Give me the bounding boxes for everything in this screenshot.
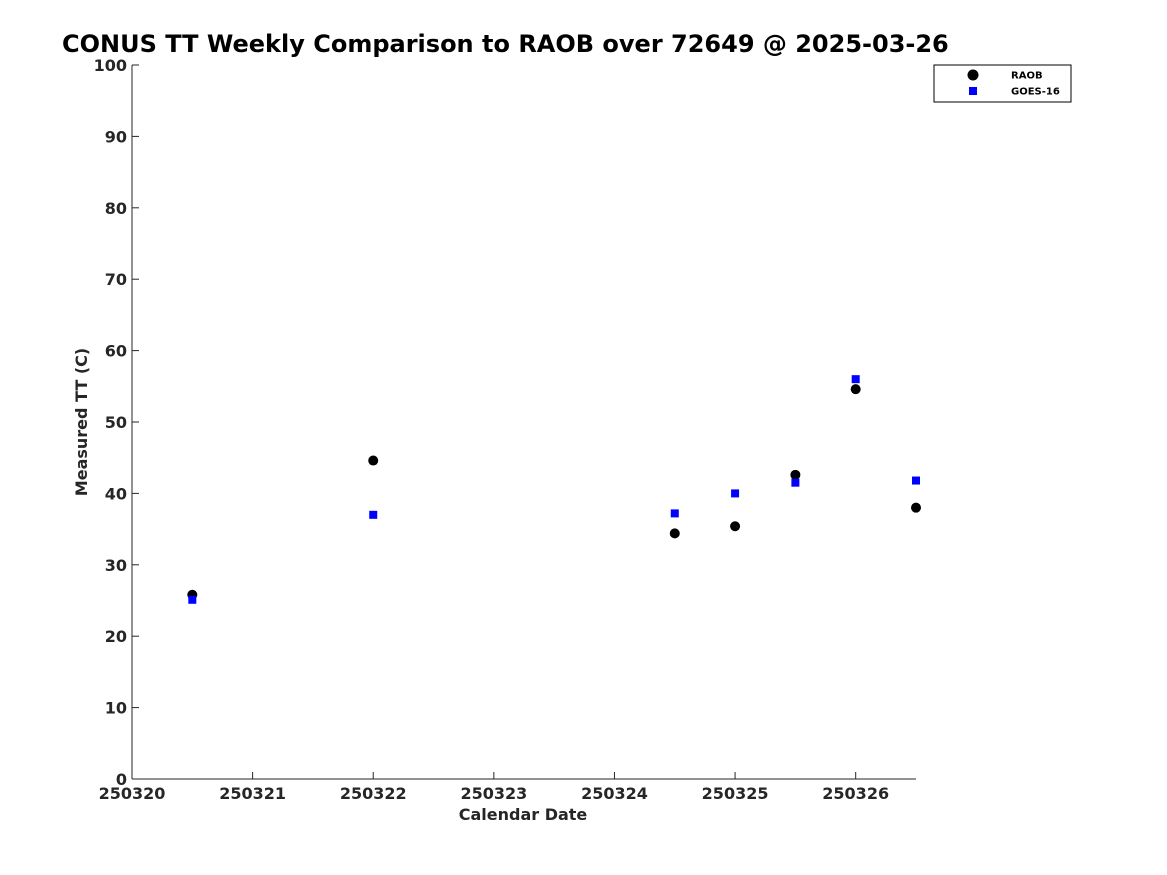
y-tick-label: 100 [94, 56, 127, 75]
raob-point [790, 469, 801, 480]
x-tick-label: 250326 [822, 784, 889, 803]
x-tick-label: 250320 [99, 784, 166, 803]
goes-16-point [851, 375, 860, 384]
raob-point [669, 528, 680, 539]
raob-point [368, 455, 379, 466]
raob-point [911, 502, 921, 513]
y-axis-label: Measured TT (C) [72, 348, 91, 496]
axes [131, 65, 916, 780]
y-tick-label: 50 [105, 413, 127, 432]
x-tick-label: 250321 [219, 784, 286, 803]
y-tick-label: 40 [105, 484, 127, 503]
series-goes-16 [188, 375, 920, 604]
x-axis-label: Calendar Date [459, 805, 588, 824]
raob-point [850, 384, 861, 395]
y-axis-ticks: 0 10 20 30 40 50 60 70 80 90 100 [94, 56, 139, 789]
x-axis-ticks: 250320 250321 250322 250323 250324 250325 2503… [99, 772, 889, 803]
goes-16-point [731, 489, 740, 498]
raob-point [730, 521, 741, 532]
goes-16-point [188, 595, 197, 604]
legend: RAOB GOES-16 [933, 64, 1072, 103]
x-tick-label: 250323 [460, 784, 527, 803]
y-tick-label: 80 [105, 199, 127, 218]
series-raob [187, 384, 921, 600]
goes-16-point [670, 509, 679, 518]
y-tick-label: 0 [116, 770, 127, 789]
y-tick-label: 70 [105, 270, 127, 289]
data-series [187, 375, 921, 604]
x-tick-label: 250325 [702, 784, 769, 803]
y-tick-label: 20 [105, 627, 127, 646]
y-tick-label: 90 [105, 127, 127, 146]
legend-box [933, 64, 1072, 103]
x-tick-label: 250322 [340, 784, 407, 803]
goes-16-point [912, 476, 920, 485]
legend-label-raob: RAOB [1011, 71, 1043, 82]
y-tick-label: 30 [105, 556, 127, 575]
y-tick-label: 60 [105, 342, 127, 361]
y-tick-label: 10 [105, 699, 127, 718]
x-tick-label: 250324 [581, 784, 648, 803]
goes-16-point [791, 478, 800, 487]
goes-16-point [369, 510, 378, 519]
legend-raob-marker-icon [967, 69, 979, 81]
chart-title: CONUS TT Weekly Comparison to RAOB over … [62, 30, 949, 58]
legend-goes-marker-icon [969, 87, 977, 95]
legend-label-goes: GOES-16 [1011, 87, 1060, 98]
